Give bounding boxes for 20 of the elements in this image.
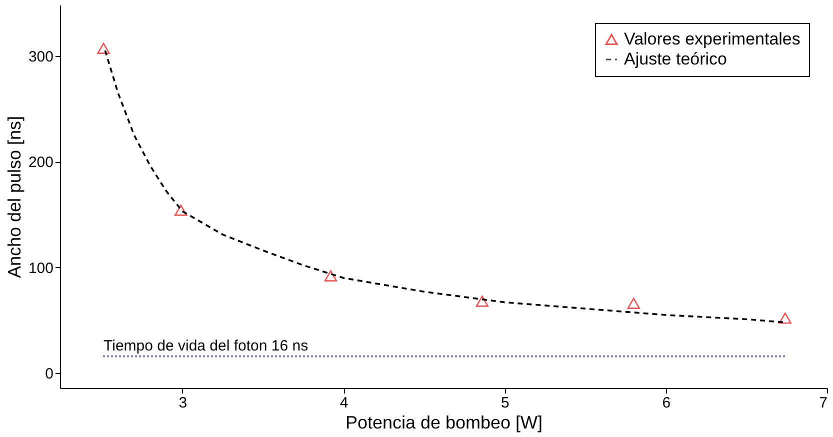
point bbox=[324, 270, 338, 282]
y-tick-label: 100 bbox=[28, 260, 54, 277]
y-axis-title: Ancho del pulso [ns] bbox=[4, 116, 24, 278]
x-tick-label: 6 bbox=[662, 394, 671, 412]
x-tick-label: 7 bbox=[819, 394, 828, 412]
legend-label: Valores experimentales bbox=[624, 30, 800, 48]
y-tick-label: 0 bbox=[45, 366, 54, 383]
x-tick-label: 3 bbox=[178, 394, 188, 412]
ref-line-label: Tiempo de vida del foton 16 ns bbox=[104, 337, 308, 354]
y-tick-label: 200 bbox=[28, 154, 54, 172]
point bbox=[627, 298, 640, 309]
legend-label: Ajuste teórico bbox=[624, 50, 727, 68]
point bbox=[476, 296, 489, 307]
point bbox=[778, 312, 792, 324]
x-tick-label: 5 bbox=[501, 394, 510, 412]
point bbox=[174, 204, 188, 216]
y-tick-label: 300 bbox=[28, 48, 54, 66]
point bbox=[97, 42, 110, 54]
x-axis-title: Potencia de bombeo [W] bbox=[345, 412, 543, 432]
x-tick-label: 4 bbox=[340, 394, 348, 412]
